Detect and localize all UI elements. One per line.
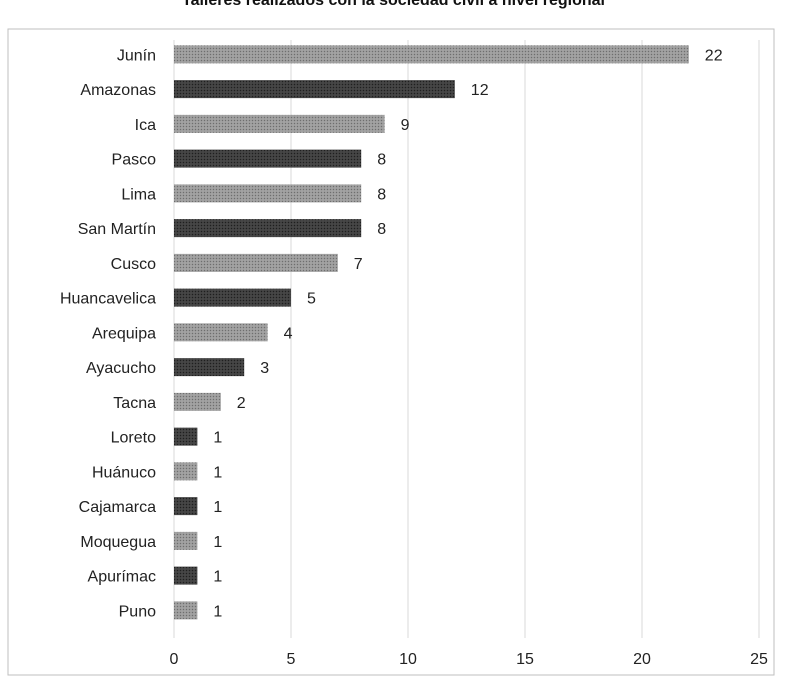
- bar-cajamarca: [174, 497, 198, 516]
- bar-lima: [174, 184, 362, 203]
- category-label: Lima: [121, 186, 156, 203]
- bar-amazonas: [174, 80, 455, 99]
- category-label: Arequipa: [92, 325, 156, 342]
- bar-junin: [174, 45, 689, 64]
- bar-moquegua: [174, 531, 198, 550]
- data-label: 1: [213, 430, 222, 447]
- bar-huanuco: [174, 462, 198, 481]
- category-label: Puno: [119, 603, 156, 620]
- x-tick-labels: 0 5 10 15 20 25: [170, 651, 768, 668]
- x-tick-label: 15: [516, 651, 534, 668]
- category-label: Cusco: [111, 256, 156, 273]
- data-label: 1: [213, 499, 222, 516]
- category-label: Apurímac: [88, 569, 156, 586]
- x-tick-label: 25: [750, 651, 768, 668]
- data-label: 1: [213, 603, 222, 620]
- data-label: 8: [377, 152, 386, 169]
- category-label: Moquegua: [80, 534, 156, 551]
- bar-arequipa: [174, 323, 268, 342]
- data-label: 4: [284, 325, 293, 342]
- data-label: 12: [471, 82, 489, 99]
- category-label: Ica: [135, 117, 156, 134]
- chart-title: Talleres realizados con la sociedad civi…: [182, 0, 605, 9]
- bar-cusco: [174, 253, 338, 272]
- category-label: Amazonas: [80, 82, 156, 99]
- data-label: 22: [705, 47, 723, 64]
- category-label: Huánuco: [92, 464, 156, 481]
- x-tick-label: 5: [287, 651, 296, 668]
- category-label: Loreto: [111, 430, 156, 447]
- chart-frame: [7, 28, 775, 676]
- x-tick-label: 10: [399, 651, 417, 668]
- category-label: Junín: [117, 47, 156, 64]
- data-label: 2: [237, 395, 246, 412]
- bar-puno: [174, 601, 198, 620]
- bar-loreto: [174, 427, 198, 446]
- category-label: Tacna: [113, 395, 156, 412]
- data-label: 1: [213, 534, 222, 551]
- bar-san-martin: [174, 219, 362, 238]
- data-label: 8: [377, 221, 386, 238]
- category-label: Pasco: [112, 152, 157, 169]
- data-label: 1: [213, 569, 222, 586]
- category-label: Cajamarca: [79, 499, 156, 516]
- category-label: Huancavelica: [60, 291, 156, 308]
- bar-apurimac: [174, 566, 198, 585]
- data-label: 8: [377, 186, 386, 203]
- data-label: 7: [354, 256, 363, 273]
- data-label: 5: [307, 291, 316, 308]
- category-labels: Junín Amazonas Ica Pasco Lima San Martín Cusco…: [60, 47, 156, 620]
- bar-pasco: [174, 149, 362, 168]
- category-label: San Martín: [78, 221, 156, 238]
- x-tick-label: 0: [170, 651, 179, 668]
- data-label: 9: [401, 117, 410, 134]
- bar-ica: [174, 114, 385, 133]
- bar-tacna: [174, 392, 221, 411]
- category-label: Ayacucho: [86, 360, 156, 377]
- bar-huancavelica: [174, 288, 291, 307]
- bars-group: [174, 45, 689, 620]
- data-labels: 22 12 9 8 8 8 7 54 3 2 1 1 1 1 1 1: [213, 47, 722, 620]
- data-label: 3: [260, 360, 269, 377]
- x-tick-label: 20: [633, 651, 651, 668]
- bar-ayacucho: [174, 358, 245, 377]
- data-label: 1: [213, 464, 222, 481]
